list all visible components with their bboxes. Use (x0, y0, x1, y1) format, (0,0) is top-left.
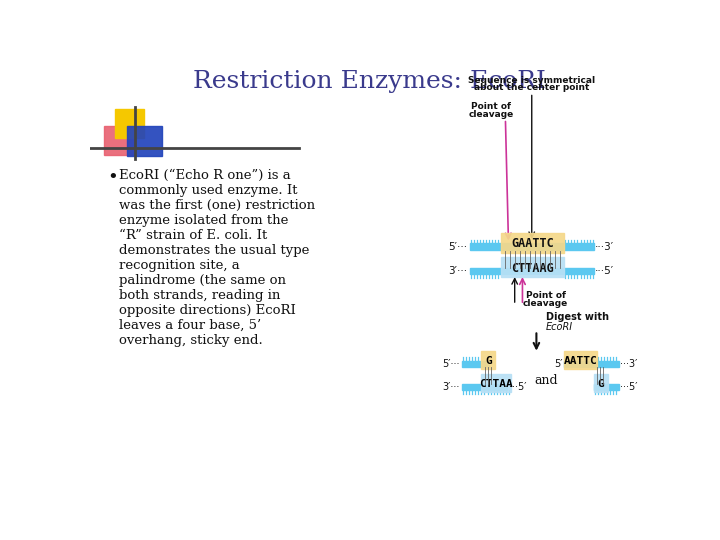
Text: recognition site, a: recognition site, a (120, 259, 240, 272)
Text: EcoRI (“Echo R one”) is a: EcoRI (“Echo R one”) is a (120, 168, 291, 182)
Bar (500, 233, 564, 253)
Text: demonstrates the usual type: demonstrates the usual type (120, 244, 310, 257)
Text: Digest with: Digest with (546, 312, 608, 322)
Bar (127, 126, 162, 156)
Text: Point of: Point of (472, 102, 511, 111)
Bar (500, 257, 564, 278)
Text: was the first (one) restriction: was the first (one) restriction (120, 199, 315, 212)
Text: ···3′: ···3′ (620, 359, 637, 369)
Text: G: G (598, 379, 604, 389)
Text: EcoRI: EcoRI (546, 322, 573, 332)
Text: opposite directions) EcoRI: opposite directions) EcoRI (120, 304, 297, 317)
Bar (564, 361, 618, 367)
Text: CTTAAG: CTTAAG (511, 261, 554, 274)
Text: 5′···: 5′··· (449, 241, 467, 252)
Text: enzyme isolated from the: enzyme isolated from the (120, 214, 289, 227)
Bar (482, 351, 495, 369)
Text: GAATTC: GAATTC (511, 237, 554, 250)
Text: overhang, sticky end.: overhang, sticky end. (120, 334, 264, 347)
Text: Restriction Enzymes: EcoRI: Restriction Enzymes: EcoRI (192, 70, 546, 93)
Bar (594, 374, 608, 392)
Bar (104, 126, 135, 155)
Bar (482, 374, 510, 392)
Bar (469, 268, 594, 274)
Text: 3′···: 3′··· (442, 382, 459, 392)
Text: commonly used enzyme. It: commonly used enzyme. It (120, 184, 298, 197)
Text: ···5′: ···5′ (620, 382, 638, 392)
Text: and: and (534, 374, 557, 387)
Text: 5′: 5′ (554, 359, 563, 369)
Text: CTTAA: CTTAA (480, 379, 513, 389)
Text: AATTC: AATTC (564, 356, 598, 366)
Bar (462, 384, 507, 390)
Bar (469, 244, 594, 249)
Text: Sequence is symmetrical: Sequence is symmetrical (468, 76, 595, 85)
Text: cleavage: cleavage (523, 299, 568, 308)
Text: about the center point: about the center point (474, 83, 590, 92)
Text: Point of: Point of (526, 291, 566, 300)
Text: both strands, reading in: both strands, reading in (120, 289, 281, 302)
Text: •: • (107, 168, 118, 187)
Text: leaves a four base, 5’: leaves a four base, 5’ (120, 319, 261, 332)
Text: 3′···: 3′··· (449, 266, 467, 276)
Text: ···5′: ···5′ (508, 382, 526, 392)
Text: palindrome (the same on: palindrome (the same on (120, 274, 287, 287)
Text: G: G (485, 356, 492, 366)
Text: ···5′: ···5′ (595, 266, 614, 276)
Bar (564, 351, 597, 369)
Text: ···3′: ···3′ (595, 241, 614, 252)
Bar (594, 384, 618, 390)
Text: cleavage: cleavage (469, 110, 514, 119)
Text: “R” strain of E. coli. It: “R” strain of E. coli. It (120, 229, 268, 242)
Text: 5′···: 5′··· (442, 359, 459, 369)
Bar (462, 361, 489, 367)
Bar (114, 109, 144, 138)
